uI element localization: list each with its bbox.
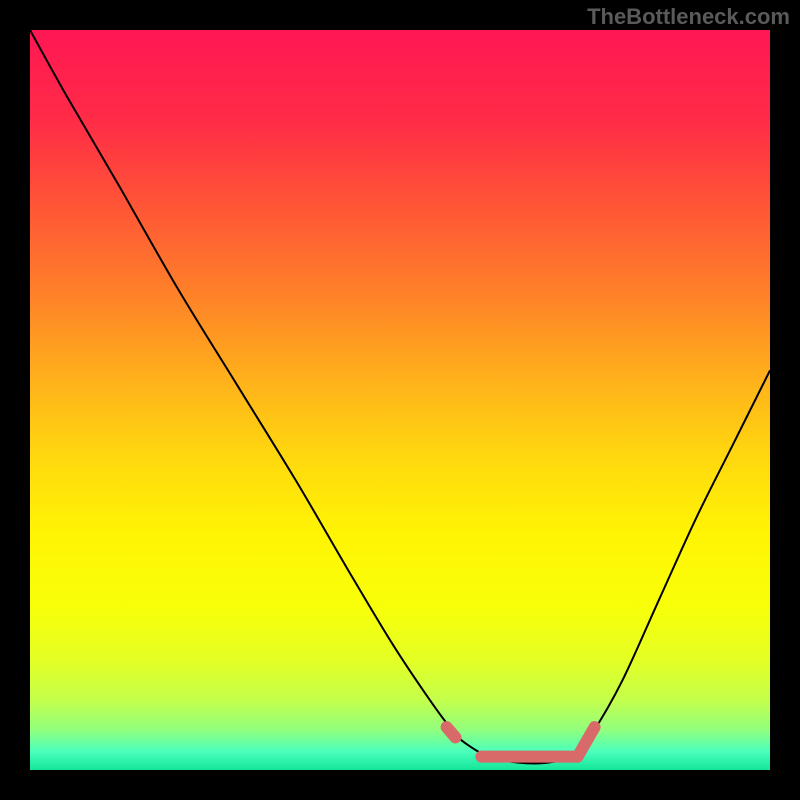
plot-background <box>30 30 770 770</box>
highlight-segment <box>447 727 456 737</box>
watermark-text: TheBottleneck.com <box>587 4 790 30</box>
bottleneck-chart <box>0 0 800 800</box>
